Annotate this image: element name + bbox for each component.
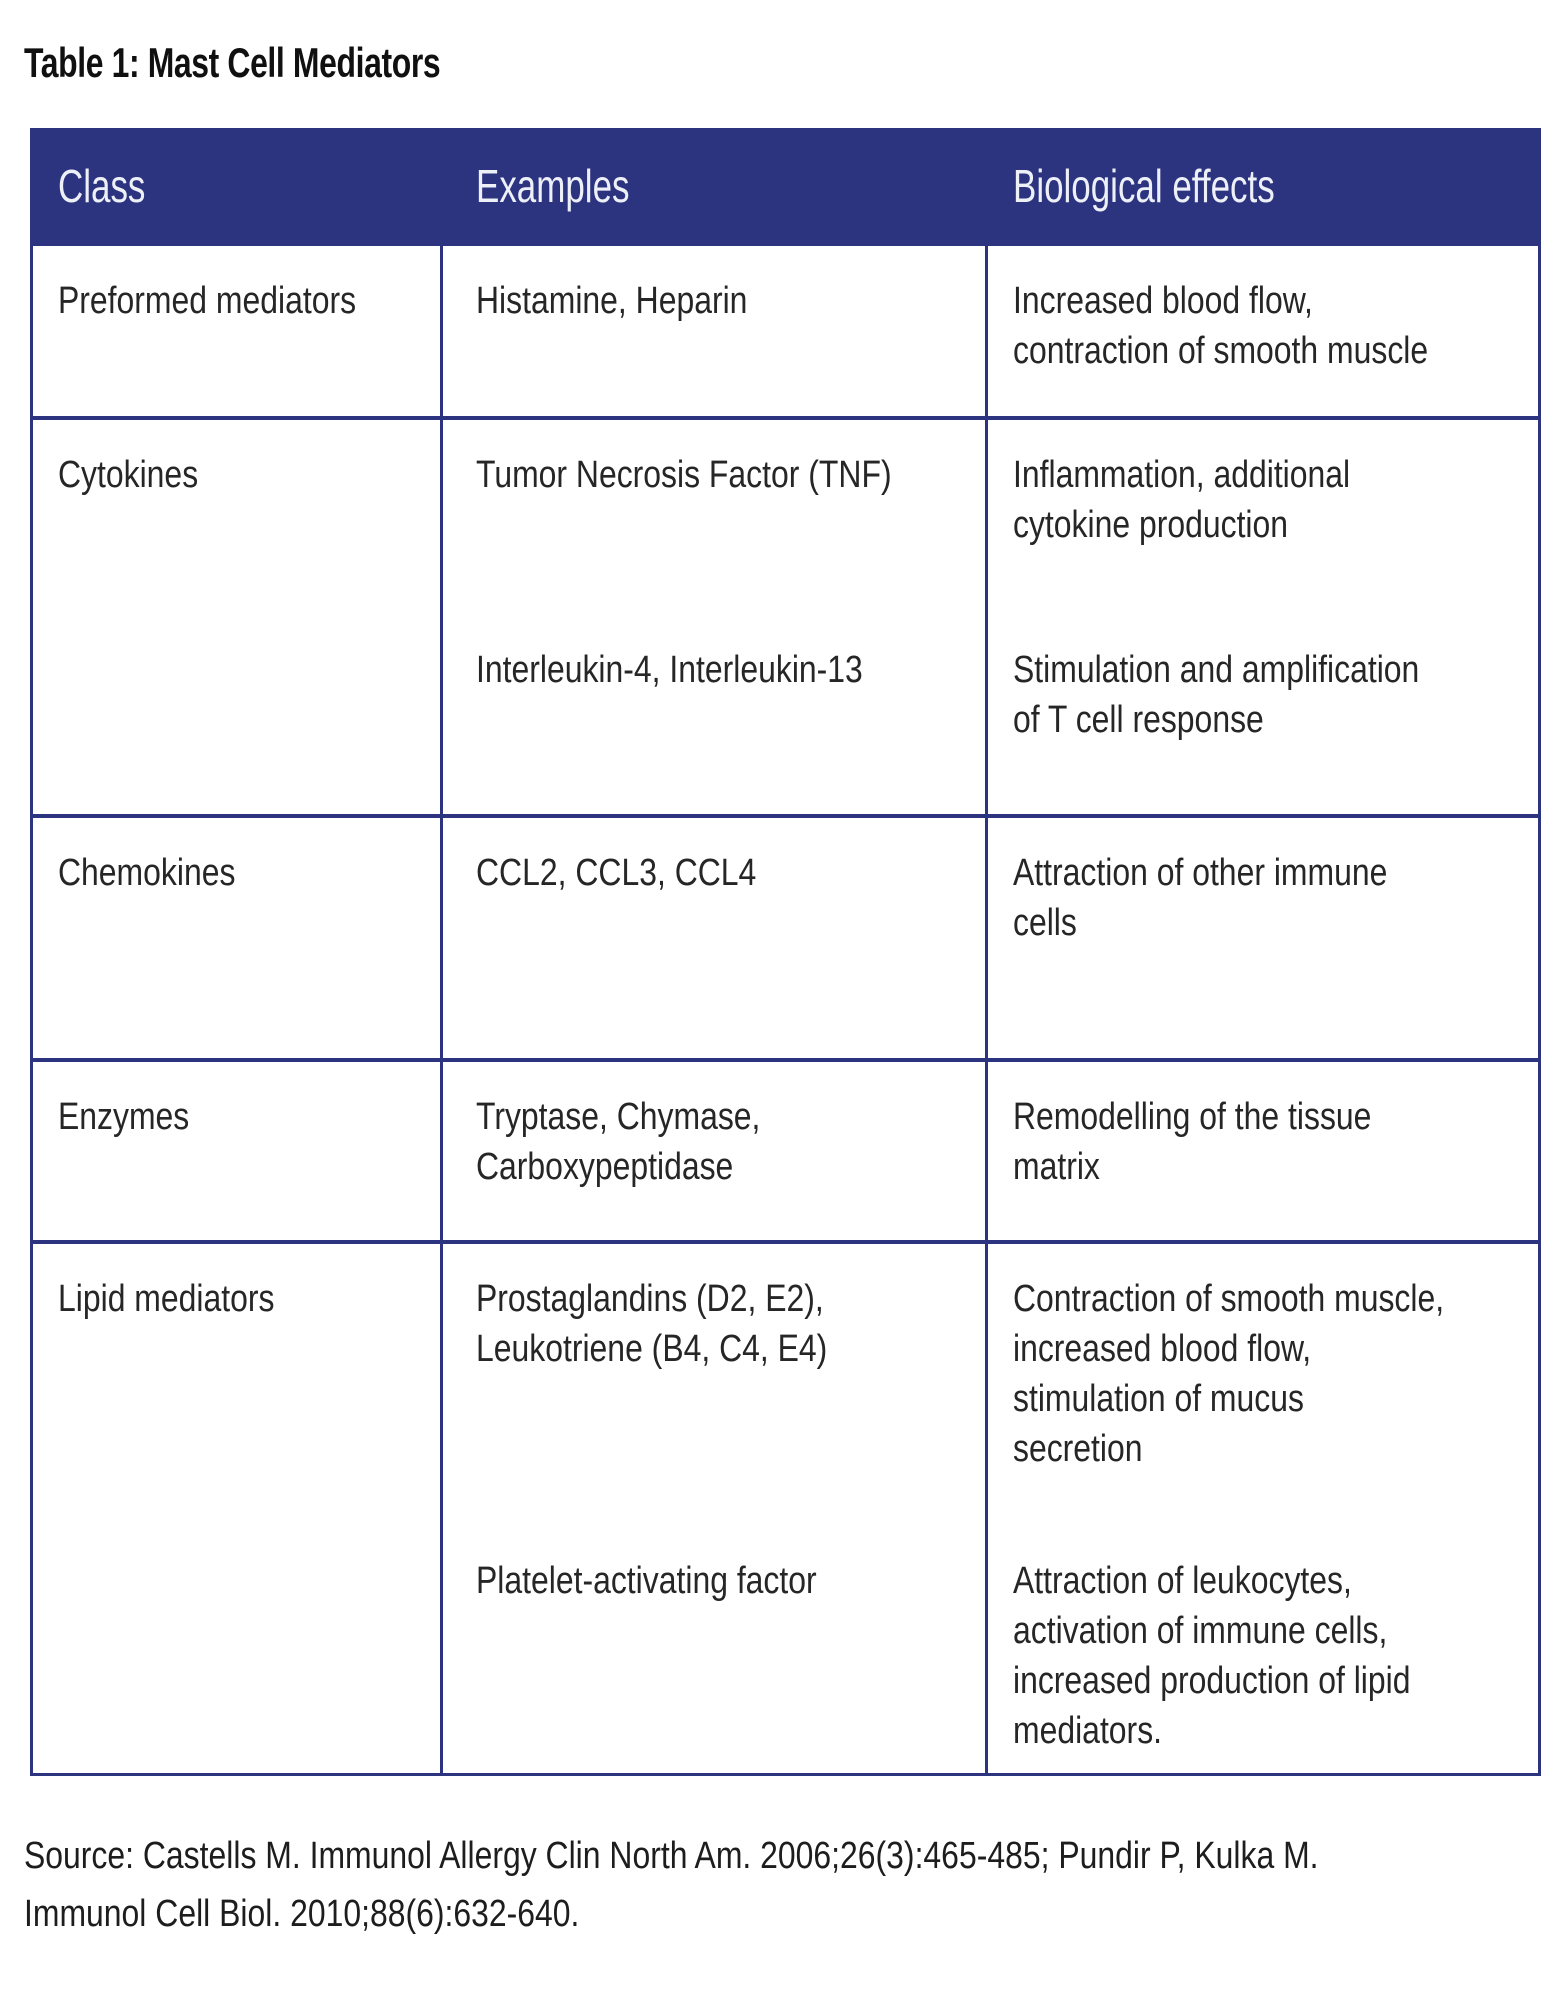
examples-text: Platelet-activating factor — [476, 1559, 817, 1602]
mast-cell-mediators-table: Class Examples Biological effects Prefor… — [30, 128, 1541, 1776]
header-cell-class: Class — [30, 128, 443, 245]
cell-effects: Increased blood flow, contraction of smo… — [985, 241, 1541, 419]
class-text: Preformed mediators — [58, 279, 357, 322]
effects-text: Attraction of other immune cells — [1013, 851, 1388, 944]
examples-text: Tryptase, Chymase, Carboxypeptidase — [476, 1095, 761, 1188]
header-label-class: Class — [58, 160, 146, 213]
source-citation: Source: Castells M. Immunol Allergy Clin… — [24, 1827, 1540, 1943]
examples-text: Histamine, Heparin — [476, 279, 748, 322]
cell-examples: Histamine, Heparin — [440, 241, 988, 419]
table-row-chemokines: Chemokines CCL2, CCL3, CCL4 Attraction o… — [30, 813, 1541, 1061]
cell-examples: Prostaglandins (D2, E2), Leukotriene (B4… — [440, 1239, 988, 1776]
table-header-row: Class Examples Biological effects — [30, 128, 1541, 245]
effects-text: Contraction of smooth muscle, increased … — [1013, 1277, 1445, 1470]
cell-examples: CCL2, CCL3, CCL4 — [440, 813, 988, 1061]
cell-class: Preformed mediators — [30, 241, 443, 419]
class-text: Lipid mediators — [58, 1277, 275, 1320]
cell-effects: Attraction of other immune cells — [985, 813, 1541, 1061]
header-cell-examples: Examples — [440, 128, 988, 245]
cell-effects: Inflammation, additional cytokine produc… — [985, 415, 1541, 817]
cell-effects: Remodelling of the tissue matrix — [985, 1057, 1541, 1243]
cell-class: Cytokines — [30, 415, 443, 817]
examples-text: Interleukin-4, Interleukin-13 — [476, 648, 863, 691]
header-label-biological-effects: Biological effects — [1013, 160, 1275, 213]
examples-text: Tumor Necrosis Factor (TNF) — [476, 453, 892, 496]
effects-text: Inflammation, additional cytokine produc… — [1013, 453, 1351, 546]
source-citation-text: Source: Castells M. Immunol Allergy Clin… — [24, 1835, 1319, 1935]
table-row-cytokines: Cytokines Tumor Necrosis Factor (TNF) In… — [30, 415, 1541, 817]
cell-class: Chemokines — [30, 813, 443, 1061]
effects-text: Remodelling of the tissue matrix — [1013, 1095, 1372, 1188]
class-text: Chemokines — [58, 851, 236, 894]
cell-examples: Tumor Necrosis Factor (TNF) Interleukin-… — [440, 415, 988, 817]
table-row-enzymes: Enzymes Tryptase, Chymase, Carboxypeptid… — [30, 1057, 1541, 1243]
cell-effects: Contraction of smooth muscle, increased … — [985, 1239, 1541, 1776]
examples-text: CCL2, CCL3, CCL4 — [476, 851, 757, 894]
table-row-preformed-mediators: Preformed mediators Histamine, Heparin I… — [30, 241, 1541, 419]
cell-examples: Tryptase, Chymase, Carboxypeptidase — [440, 1057, 988, 1243]
header-label-examples: Examples — [476, 160, 630, 213]
effects-text: Increased blood flow, contraction of smo… — [1013, 279, 1429, 372]
cell-class: Lipid mediators — [30, 1239, 443, 1776]
table-title: Table 1: Mast Cell Mediators — [24, 40, 572, 86]
examples-text: Prostaglandins (D2, E2), Leukotriene (B4… — [476, 1277, 828, 1370]
cell-class: Enzymes — [30, 1057, 443, 1243]
header-cell-biological-effects: Biological effects — [985, 128, 1541, 245]
effects-text: Stimulation and amplification of T cell … — [1013, 648, 1420, 741]
effects-text: Attraction of leukocytes, activation of … — [1013, 1559, 1411, 1752]
table-title-text: Table 1: Mast Cell Mediators — [24, 39, 441, 86]
class-text: Enzymes — [58, 1095, 190, 1138]
table-row-lipid-mediators: Lipid mediators Prostaglandins (D2, E2),… — [30, 1239, 1541, 1776]
class-text: Cytokines — [58, 453, 199, 496]
